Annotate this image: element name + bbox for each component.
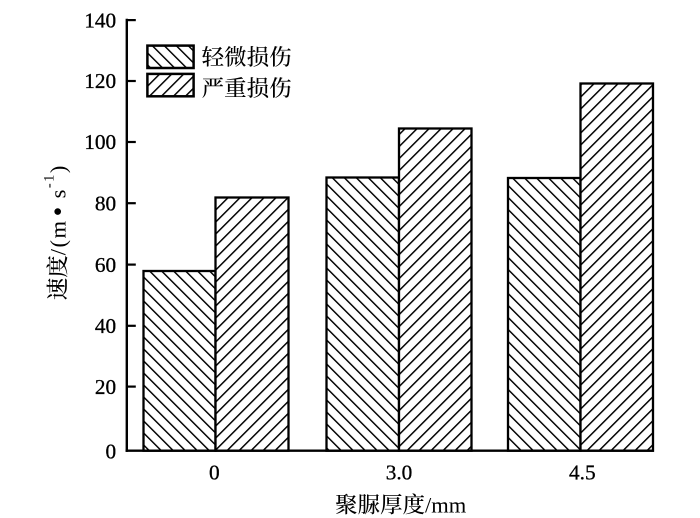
svg-text:60: 60 bbox=[95, 253, 116, 277]
svg-text:0: 0 bbox=[209, 461, 220, 485]
svg-text:/mm: /mm bbox=[425, 493, 467, 518]
svg-text:4.5: 4.5 bbox=[569, 461, 596, 485]
svg-text:80: 80 bbox=[95, 191, 116, 215]
svg-text:140: 140 bbox=[84, 8, 116, 32]
svg-text:40: 40 bbox=[95, 314, 116, 338]
svg-text:20: 20 bbox=[95, 375, 116, 399]
svg-text:3.0: 3.0 bbox=[386, 461, 413, 485]
svg-text:100: 100 bbox=[84, 130, 116, 154]
svg-text:120: 120 bbox=[84, 69, 116, 93]
svg-text:0: 0 bbox=[106, 440, 117, 464]
